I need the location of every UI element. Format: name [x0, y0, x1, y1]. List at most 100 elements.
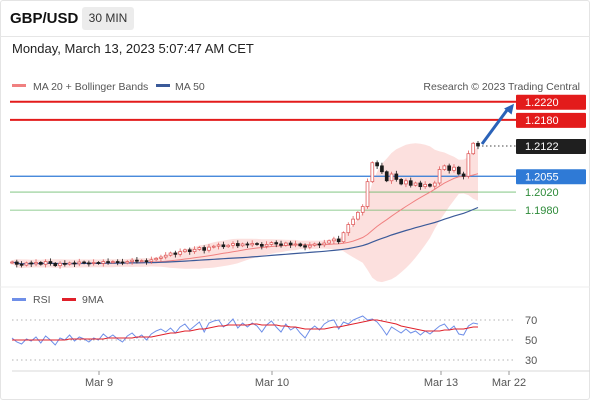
candle-body — [452, 166, 456, 171]
rsi-level-label-70: 70 — [525, 315, 537, 327]
candle-body — [111, 261, 115, 263]
candle-body — [163, 254, 168, 258]
candle-body — [34, 262, 38, 265]
candle-body — [476, 142, 480, 147]
candle-body — [149, 259, 154, 262]
rsi-legend-swatch — [12, 298, 26, 301]
x-tick-label: Mar 13 — [424, 377, 458, 389]
candle-body — [43, 261, 48, 265]
candle-body — [91, 262, 96, 264]
candle-body — [221, 244, 226, 248]
candle-body — [87, 262, 91, 265]
rsi-ma-line — [12, 319, 478, 341]
candle-body — [279, 243, 283, 246]
candle-body — [288, 242, 293, 246]
candle-body — [442, 165, 447, 170]
candle-body — [375, 162, 379, 167]
candle-body — [240, 243, 245, 247]
candle-body — [10, 261, 14, 264]
candle-body — [399, 179, 403, 185]
resistance-2-label: 1.2180 — [525, 115, 559, 127]
candle-body — [216, 244, 221, 247]
candle-body — [423, 183, 427, 188]
symbol-label: GBP/USD — [10, 10, 79, 27]
candle-body — [192, 248, 197, 253]
candle-body — [101, 261, 106, 264]
candle-body — [58, 262, 62, 267]
bollinger-bands-area — [12, 143, 478, 283]
candle-body — [384, 171, 389, 182]
candle-body — [360, 206, 365, 213]
target-arrow-shaft — [480, 107, 510, 145]
candle-body — [432, 182, 437, 187]
support-2-label: 1.1980 — [525, 205, 559, 217]
datetime-label: Monday, March 13, 2023 5:07:47 AM CET — [12, 41, 254, 56]
last-price-label: 1.2122 — [525, 141, 559, 153]
candle-body — [365, 181, 370, 207]
candle-body — [24, 262, 29, 266]
candle-body — [144, 260, 149, 263]
candle-body — [125, 261, 130, 264]
resistance-2-label-box — [516, 112, 586, 128]
candle-body — [408, 180, 413, 186]
candle-body — [245, 243, 250, 246]
watermark-label: Research © 2023 Trading Central — [423, 81, 580, 93]
candle-body — [308, 244, 312, 248]
candle-body — [211, 245, 216, 248]
x-tick-label: Mar 10 — [255, 377, 289, 389]
candle-body — [322, 242, 327, 246]
candle-body — [259, 244, 264, 247]
candle-body — [437, 169, 442, 184]
candle-body — [63, 262, 67, 265]
candle-body — [471, 142, 476, 155]
candle-body — [456, 166, 461, 175]
candle-body — [106, 261, 110, 263]
candle-body — [327, 240, 331, 244]
candle-body — [303, 245, 307, 248]
candle-body — [120, 261, 125, 264]
rsi-level-label-50: 50 — [525, 335, 537, 347]
candle-body — [283, 242, 288, 246]
candle-body — [413, 182, 418, 186]
candle-body — [466, 153, 471, 177]
candle-body — [154, 258, 158, 261]
candle-body — [226, 244, 231, 248]
support-1-label: 1.2020 — [525, 187, 559, 199]
candle-body — [139, 260, 144, 263]
candle-body — [380, 165, 384, 173]
candle-body — [351, 218, 355, 225]
resistance-1-label-box — [516, 94, 586, 110]
candle-body — [418, 182, 423, 188]
candle-body — [19, 263, 24, 266]
candle-body — [159, 256, 163, 259]
candle-body — [207, 246, 211, 251]
candle-body — [231, 243, 235, 246]
candle-body — [82, 261, 86, 264]
ma50-legend-swatch — [156, 84, 170, 87]
candle-body — [404, 180, 408, 185]
rsi-level-label-30: 30 — [525, 355, 537, 367]
candle-body — [197, 247, 202, 250]
candle-body — [255, 243, 259, 245]
candle-body — [130, 259, 134, 262]
x-tick-label: Mar 22 — [492, 377, 526, 389]
pivot-label-box — [516, 169, 586, 185]
candle-body — [250, 243, 255, 246]
candle-body — [29, 262, 34, 265]
candle-body — [370, 162, 375, 183]
ma20-legend-label: MA 20 + Bollinger Bands — [33, 81, 148, 93]
candle-body — [183, 249, 187, 253]
candle-body — [135, 259, 139, 262]
candle-body — [53, 262, 58, 267]
candle-body — [173, 252, 178, 255]
x-tick-label: Mar 9 — [85, 377, 113, 389]
candle-body — [187, 249, 192, 253]
candle-body — [389, 173, 394, 182]
candle-body — [14, 261, 19, 265]
candle-body — [235, 243, 240, 247]
candle-body — [96, 262, 101, 264]
candle-body — [48, 261, 53, 264]
rsi-ma-legend-swatch — [62, 298, 76, 301]
timeframe-button[interactable]: 30 MIN — [82, 7, 134, 30]
